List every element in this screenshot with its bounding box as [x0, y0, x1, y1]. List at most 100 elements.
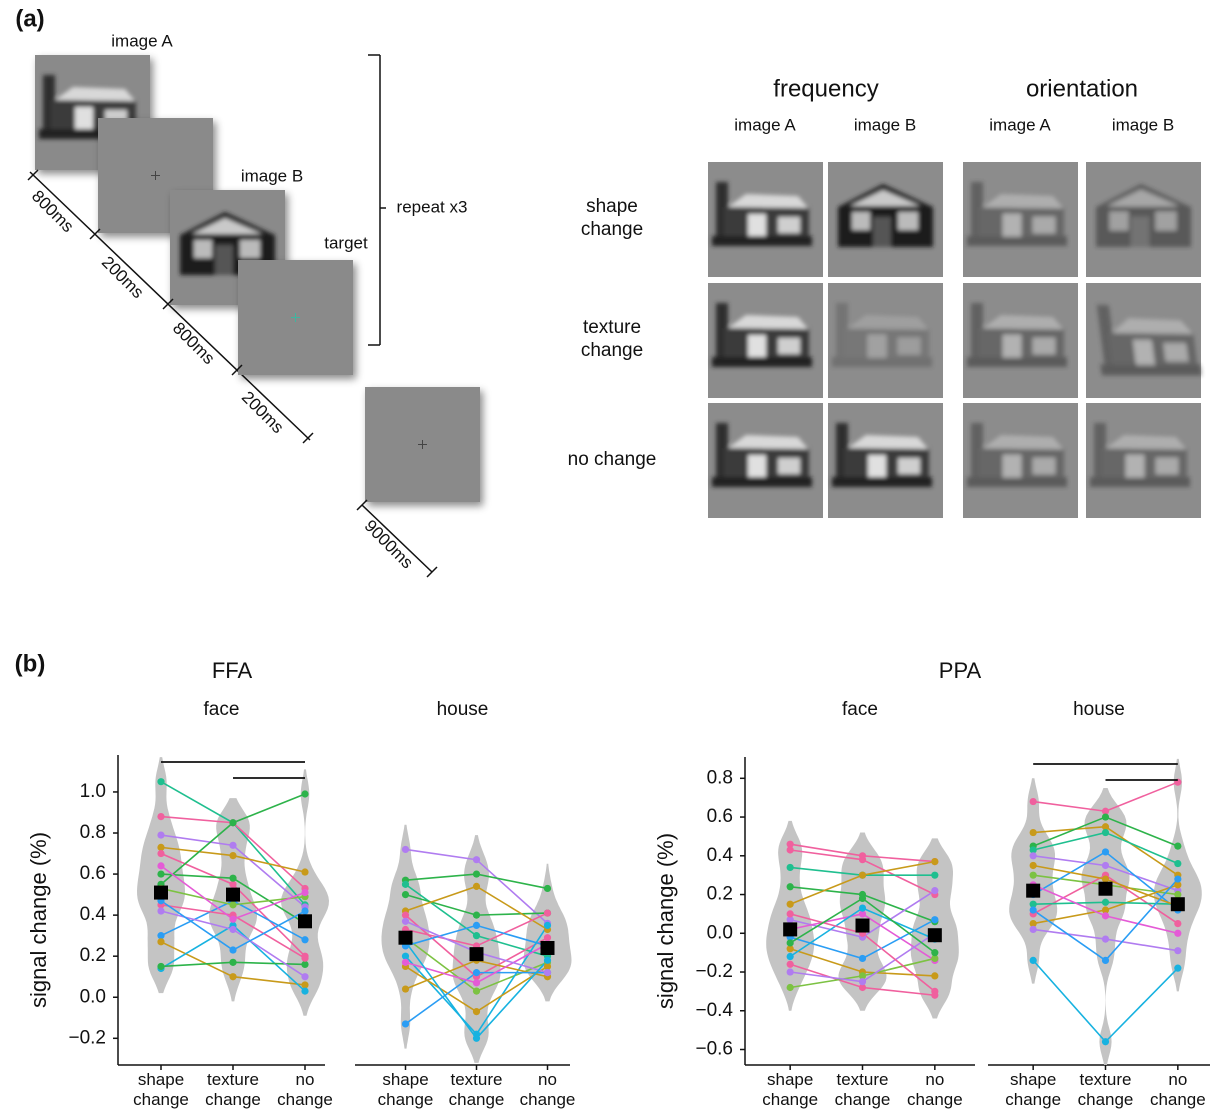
subject-point: [786, 968, 794, 976]
subject-point: [1029, 871, 1037, 879]
subject-point: [301, 960, 309, 969]
subject-point: [931, 916, 939, 924]
y-tick-label: 0.8: [707, 767, 733, 788]
subject-point: [786, 916, 794, 924]
subject-point: [858, 871, 867, 879]
subject-point: [1101, 1038, 1110, 1046]
subject-point: [157, 778, 165, 786]
subject-point: [931, 949, 939, 957]
subject-point: [229, 874, 237, 882]
subject-point: [401, 952, 410, 960]
subject-point: [229, 925, 237, 934]
y-tick-label: 0.4: [707, 845, 734, 866]
subject-point: [543, 934, 552, 942]
subject-point: [858, 904, 867, 912]
subject-point: [157, 843, 165, 851]
screen: [238, 260, 353, 375]
timeline-tick: [356, 499, 368, 511]
subject-point: [401, 911, 410, 919]
timeline-tick: [27, 169, 39, 181]
condition-image: [828, 403, 943, 518]
subject-point: [301, 987, 309, 995]
subject-point: [543, 969, 552, 977]
timeline: [361, 504, 433, 573]
subject-point: [931, 871, 939, 879]
x-tick-label: texture change: [205, 1070, 261, 1110]
x-tick-label: shape change: [377, 1070, 434, 1110]
panel-label: (b): [15, 650, 46, 677]
y-tick-label: 0.0: [80, 986, 106, 1007]
subject-point: [472, 979, 481, 987]
chart-title: house: [1073, 699, 1125, 720]
subject-point: [472, 921, 481, 929]
y-tick-label: −0.4: [695, 1000, 733, 1021]
subject-point: [1029, 846, 1037, 854]
column-label: image A: [989, 115, 1051, 134]
condition-image: [708, 162, 823, 277]
subject-point: [157, 932, 165, 940]
x-tick-label: no change: [906, 1070, 963, 1110]
y-tick-label: 1.0: [80, 781, 106, 802]
subject-point: [1174, 919, 1182, 928]
subject-point: [301, 868, 309, 876]
y-tick-label: 0.0: [707, 922, 733, 943]
subject-point: [1101, 823, 1110, 831]
subject-point: [858, 910, 867, 918]
x-tick-label: texture change: [834, 1070, 891, 1110]
subject-point: [472, 911, 481, 919]
x-tick-label: no change: [277, 1070, 333, 1110]
subject-point: [786, 840, 794, 848]
x-tick-label: shape change: [133, 1070, 189, 1110]
mean-marker: [1098, 881, 1113, 896]
subject-point: [786, 846, 794, 854]
subject-point: [301, 973, 309, 981]
subject-point: [229, 946, 237, 954]
panel-a: [29, 54, 433, 573]
y-tick-label: 0.2: [80, 945, 106, 966]
y-tick-label: 0.6: [707, 806, 733, 827]
mean-marker: [927, 928, 942, 943]
subject-point: [1101, 848, 1110, 856]
condition-image: [963, 283, 1078, 398]
panel-label: (a): [15, 5, 44, 32]
subject-point: [472, 1034, 481, 1042]
subject-point: [1029, 861, 1037, 870]
mean-marker: [154, 885, 168, 900]
condition-image: [1086, 162, 1201, 277]
subject-point: [1101, 912, 1110, 920]
mean-marker: [540, 940, 555, 955]
subject-point: [931, 987, 939, 995]
subject-point: [1029, 925, 1037, 934]
timeline-tick: [426, 566, 438, 578]
subject-point: [1101, 861, 1110, 870]
subject-point: [401, 891, 410, 899]
subject-point: [1101, 807, 1110, 815]
y-tick-label: −0.2: [695, 961, 733, 982]
subject-point: [229, 851, 237, 860]
duration-label: 9000ms: [361, 516, 417, 572]
condition-image: [963, 403, 1078, 518]
y-tick-label: −0.2: [68, 1027, 106, 1048]
subject-point: [301, 954, 309, 962]
subject-point: [229, 973, 237, 981]
row-label: no change: [567, 448, 657, 470]
subject-point: [1101, 813, 1110, 821]
row-label: shape change: [580, 196, 644, 240]
subject-point: [1174, 881, 1182, 889]
subject-point: [786, 960, 794, 968]
subject-point: [1029, 852, 1037, 860]
x-tick-label: texture change: [448, 1070, 505, 1110]
condition-image: [708, 403, 823, 518]
chart-title: face: [204, 699, 240, 720]
chart-title: house: [437, 699, 489, 720]
y-tick-label: 0.6: [80, 863, 106, 884]
subject-point: [301, 888, 309, 897]
subject-point: [786, 939, 794, 947]
subject-point: [1029, 906, 1037, 914]
subject-point: [401, 1020, 410, 1028]
condition-image: [1086, 403, 1201, 518]
mean-marker: [226, 887, 240, 902]
subject-point: [472, 969, 481, 977]
